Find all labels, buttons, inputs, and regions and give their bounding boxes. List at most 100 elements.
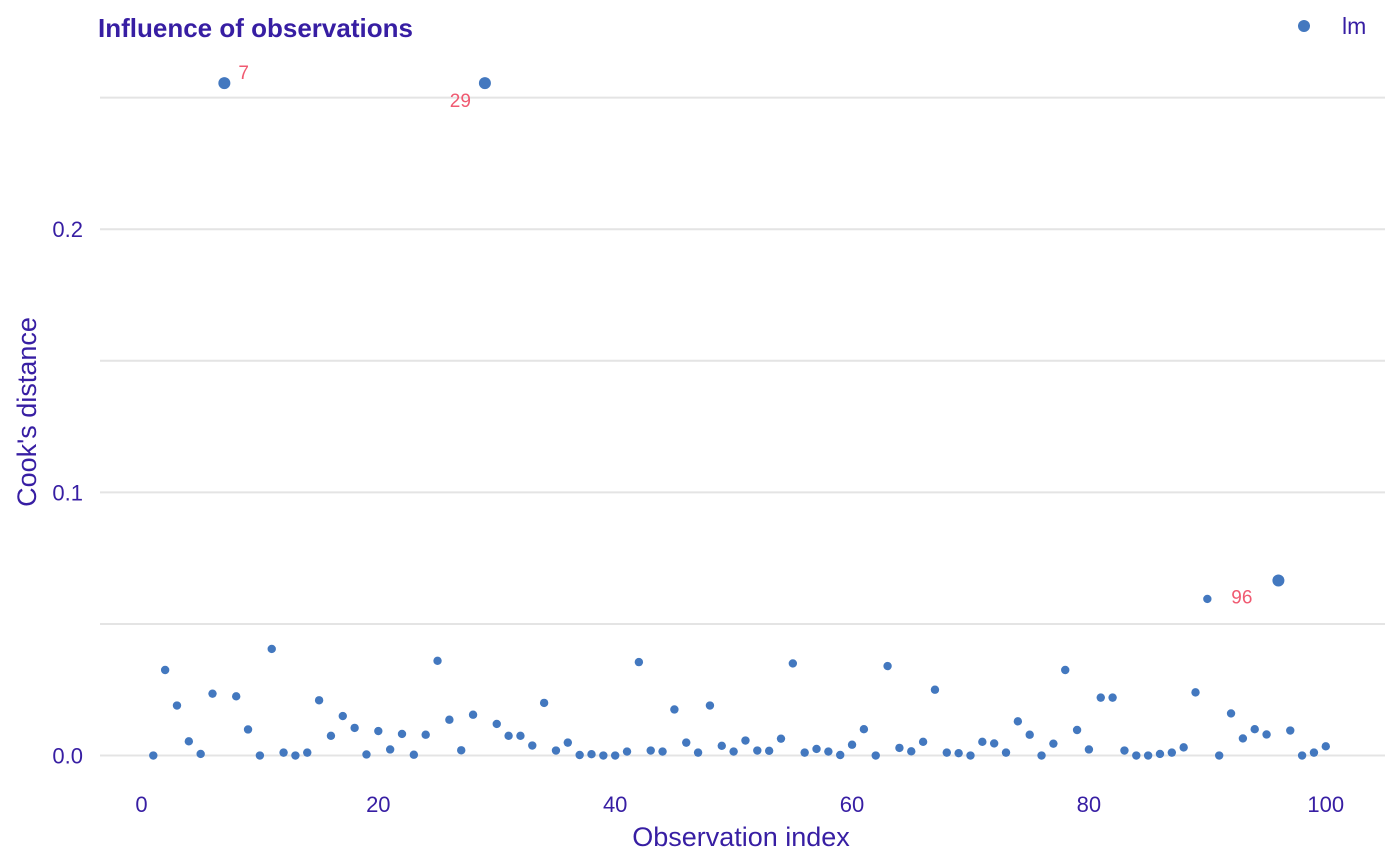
data-point-98: [1297, 751, 1307, 760]
gridlines: [100, 96, 1385, 757]
data-point-49: [717, 741, 726, 750]
data-point-71: [978, 737, 987, 747]
data-point-63: [883, 661, 892, 671]
data-point-45: [670, 705, 679, 714]
data-point-84: [1132, 751, 1141, 760]
data-point-19: [362, 750, 371, 759]
data-point-29: [478, 77, 491, 90]
data-point-66: [918, 737, 928, 747]
data-point-13: [291, 751, 300, 760]
data-point-90: [1203, 594, 1212, 604]
data-point-42: [634, 657, 644, 667]
data-point-60: [847, 740, 857, 749]
data-point-25: [433, 656, 442, 665]
data-point-59: [836, 750, 845, 760]
x-tick-label-5: 100: [1307, 792, 1344, 817]
data-point-38: [587, 750, 596, 759]
x-tick-label-0: 0: [135, 792, 147, 817]
annotation-label-96: 96: [1231, 588, 1252, 609]
data-point-82: [1108, 693, 1117, 702]
data-point-80: [1084, 745, 1094, 754]
data-point-100: [1321, 742, 1330, 751]
data-points: [149, 77, 1330, 760]
data-point-85: [1143, 751, 1153, 760]
data-point-3: [172, 701, 182, 710]
data-point-93: [1238, 734, 1248, 743]
data-point-94: [1250, 725, 1259, 734]
x-tick-label-2: 40: [603, 792, 627, 817]
data-point-12: [279, 748, 288, 757]
data-point-26: [445, 715, 454, 724]
data-point-4: [184, 737, 194, 746]
data-point-62: [871, 751, 880, 760]
x-tick-label-1: 20: [366, 792, 390, 817]
data-point-10: [255, 751, 265, 760]
data-point-79: [1072, 725, 1082, 735]
data-point-77: [1049, 739, 1058, 748]
y-axis-ticks: 0.0 0.1 0.2: [52, 217, 83, 768]
data-point-27: [457, 746, 466, 755]
y-tick-label-2: 0.2: [52, 217, 83, 242]
data-point-41: [622, 747, 632, 756]
data-point-96: [1272, 574, 1285, 587]
data-point-88: [1179, 743, 1188, 752]
data-point-30: [492, 719, 501, 729]
annotation-label-29: 29: [450, 91, 471, 112]
data-point-70: [966, 751, 975, 760]
data-point-1: [149, 751, 158, 760]
data-point-23: [409, 750, 419, 759]
data-point-65: [907, 747, 916, 756]
data-point-92: [1226, 709, 1236, 718]
data-point-2: [160, 665, 170, 675]
data-point-99: [1309, 748, 1319, 757]
data-point-7: [218, 77, 231, 90]
y-tick-label-0: 0.0: [52, 744, 83, 769]
data-point-57: [812, 744, 821, 754]
data-point-75: [1025, 730, 1034, 739]
data-point-36: [563, 738, 573, 747]
annotation-label-7: 7: [238, 63, 249, 84]
data-point-8: [231, 692, 241, 701]
data-point-9: [243, 725, 253, 734]
data-point-15: [314, 696, 324, 705]
data-point-56: [800, 748, 809, 757]
data-point-76: [1037, 751, 1046, 760]
data-point-74: [1013, 717, 1023, 726]
data-point-48: [705, 701, 715, 710]
data-point-87: [1167, 748, 1177, 757]
data-point-6: [208, 689, 217, 698]
data-point-16: [326, 731, 336, 740]
data-point-68: [942, 748, 951, 757]
legend-label-lm: lm: [1342, 13, 1366, 39]
data-point-39: [599, 751, 608, 760]
data-point-20: [374, 726, 383, 736]
y-tick-label-1: 0.1: [52, 480, 83, 505]
data-point-55: [788, 659, 798, 668]
x-axis-ticks: 0 20 40 60 80 100: [135, 792, 1344, 817]
y-axis-title: Cook's distance: [12, 317, 42, 507]
data-point-67: [930, 685, 940, 694]
data-point-11: [267, 644, 276, 654]
legend-marker-lm: [1298, 20, 1310, 32]
data-point-5: [196, 749, 205, 759]
data-point-14: [303, 748, 312, 757]
data-point-40: [610, 751, 620, 760]
legend: lm: [1298, 13, 1366, 39]
data-point-34: [539, 698, 549, 708]
data-point-37: [575, 750, 584, 760]
data-point-61: [859, 725, 869, 734]
data-point-78: [1061, 665, 1070, 675]
data-point-43: [646, 746, 655, 755]
data-point-81: [1096, 693, 1105, 702]
x-tick-label-3: 60: [840, 792, 864, 817]
data-point-44: [658, 747, 667, 756]
data-point-64: [895, 743, 904, 753]
data-point-69: [954, 748, 963, 758]
data-point-18: [350, 723, 359, 733]
data-point-46: [682, 738, 691, 747]
data-point-51: [741, 736, 750, 745]
chart-title: Influence of observations: [98, 13, 413, 43]
data-point-52: [753, 746, 762, 755]
